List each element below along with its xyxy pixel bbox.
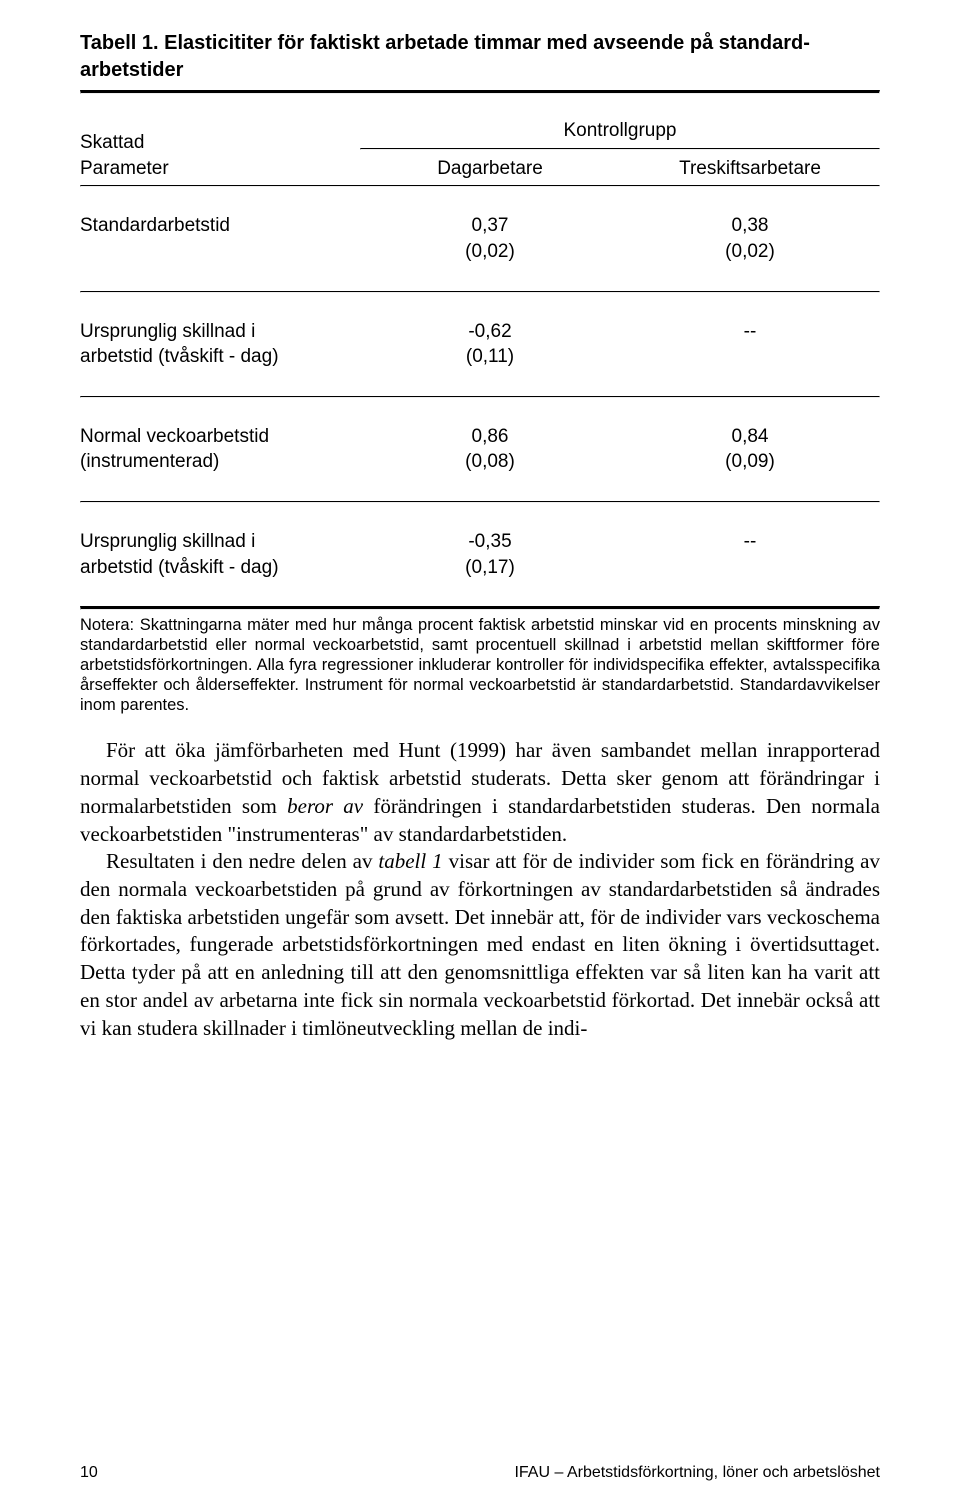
kontrollgrupp-label: Kontrollgrupp (360, 118, 880, 148)
page-number: 10 (80, 1462, 98, 1484)
italic: tabell 1 (378, 849, 442, 873)
row-label: Ursprunglig skillnad i arbetstid (tvåski… (80, 319, 360, 370)
table-title: Tabell 1. Elasticititer för faktiskt arb… (80, 30, 880, 84)
footer-text: IFAU – Arbetstidsförkortning, löner och … (514, 1462, 880, 1484)
cell: -- (620, 529, 880, 580)
cell: -0,62 (0,11) (360, 319, 620, 370)
table-note: Notera: Skattningarna mäter med hur mång… (80, 616, 880, 715)
header-left: Skattad Parameter (80, 130, 360, 181)
skattad-label: Skattad (80, 132, 144, 153)
table-row: Normal veckoarbetstid (instrumenterad) 0… (80, 398, 880, 501)
header-right: Kontrollgrupp Dagarbetare Treskiftsarbet… (360, 118, 880, 181)
body-text: För att öka jämförbarheten med Hunt (199… (80, 737, 880, 1042)
cell: -0,35 (0,17) (360, 529, 620, 580)
table-row: Standardarbetstid 0,37 (0,02) 0,38 (0,02… (80, 187, 880, 290)
parameter-label: Parameter (80, 158, 169, 179)
paragraph: Resultaten i den nedre delen av tabell 1… (80, 848, 880, 1042)
col2-header: Treskiftsarbetare (620, 156, 880, 182)
cell: 0,38 (0,02) (620, 213, 880, 264)
col1-header: Dagarbetare (360, 156, 620, 182)
sub-cols: Dagarbetare Treskiftsarbetare (360, 150, 880, 182)
paragraph: För att öka jämförbarheten med Hunt (199… (80, 737, 880, 848)
cell: 0,84 (0,09) (620, 424, 880, 475)
cell: 0,86 (0,08) (360, 424, 620, 475)
italic: beror av (287, 794, 363, 818)
cell: 0,37 (0,02) (360, 213, 620, 264)
footer: 10 IFAU – Arbetstidsförkortning, löner o… (80, 1462, 880, 1484)
table-row: Ursprunglig skillnad i arbetstid (tvåski… (80, 503, 880, 606)
table-header: Skattad Parameter Kontrollgrupp Dagarbet… (80, 94, 880, 185)
row-label: Normal veckoarbetstid (instrumenterad) (80, 424, 360, 475)
page: Tabell 1. Elasticititer för faktiskt arb… (0, 0, 960, 1502)
rule-bottom (80, 606, 880, 610)
table-row: Ursprunglig skillnad i arbetstid (tvåski… (80, 293, 880, 396)
row-label: Ursprunglig skillnad i arbetstid (tvåski… (80, 529, 360, 580)
cell: -- (620, 319, 880, 370)
row-label: Standardarbetstid (80, 213, 360, 264)
